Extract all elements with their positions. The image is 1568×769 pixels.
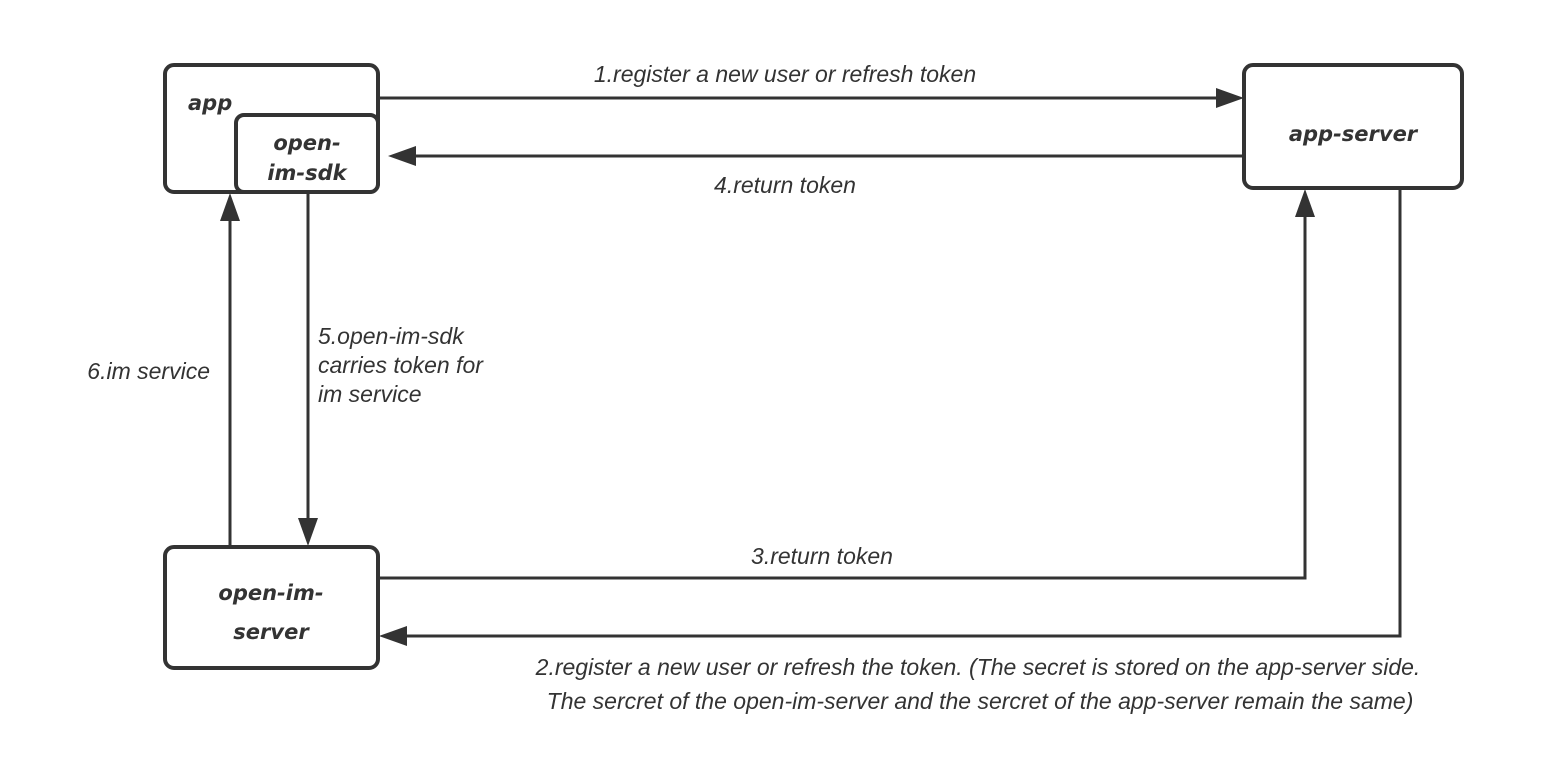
edge-return-token-app: 4.return token bbox=[388, 146, 1244, 198]
edge-sdk-to-server: 5.open-im-sdk carries token for im servi… bbox=[298, 192, 484, 546]
edge-5-label-3: im service bbox=[318, 381, 422, 407]
edge-register-server: 2.register a new user or refresh the tok… bbox=[379, 188, 1420, 714]
edge-5-label-2: carries token for bbox=[318, 352, 484, 378]
edge-5-label-1: 5.open-im-sdk bbox=[318, 323, 465, 349]
edge-4-label: 4.return token bbox=[714, 172, 856, 198]
app-server-label: app-server bbox=[1289, 122, 1419, 146]
open-im-server-node: open-im- server bbox=[163, 545, 380, 670]
open-im-sdk-node: open- im-sdk bbox=[234, 113, 380, 194]
edge-6-label: 6.im service bbox=[87, 358, 210, 384]
edge-im-service: 6.im service bbox=[87, 193, 240, 547]
im-server-label-1: open-im- bbox=[218, 581, 323, 605]
edge-register: 1.register a new user or refresh token bbox=[378, 61, 1244, 108]
edge-2-label-1: 2.register a new user or refresh the tok… bbox=[535, 654, 1421, 680]
edge-2-label-2: The sercret of the open-im-server and th… bbox=[547, 688, 1414, 714]
app-server-node: app-server bbox=[1242, 63, 1464, 190]
edge-3-label: 3.return token bbox=[751, 543, 893, 569]
app-label: app bbox=[188, 91, 232, 115]
edge-return-token-server: 3.return token bbox=[378, 189, 1315, 580]
sdk-label-2: im-sdk bbox=[267, 161, 348, 185]
im-server-label-2: server bbox=[233, 620, 310, 644]
edge-1-label: 1.register a new user or refresh token bbox=[594, 61, 976, 87]
sdk-label-1: open- bbox=[273, 131, 340, 155]
